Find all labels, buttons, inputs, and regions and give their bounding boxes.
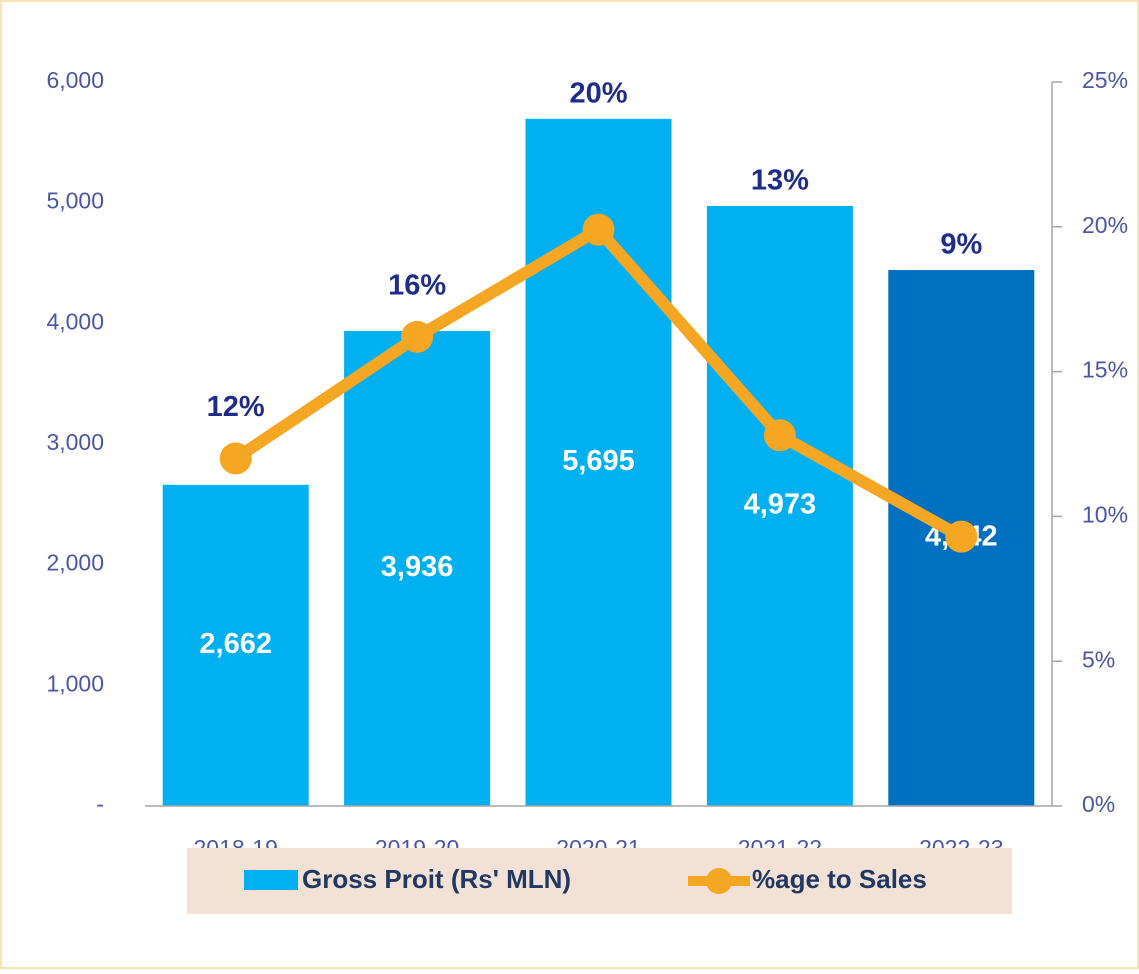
legend-swatch [244, 870, 298, 890]
y-tick-label: 4,000 [46, 308, 104, 334]
y-tick-label: 2,000 [46, 550, 104, 576]
line-marker [219, 442, 252, 475]
y2-tick-label: 25% [1082, 67, 1128, 93]
line-marker [582, 213, 615, 246]
bar [344, 331, 491, 806]
y-tick-label: 6,000 [46, 67, 104, 93]
legend-box [187, 848, 1012, 914]
y2-tick-label: 5% [1082, 646, 1115, 672]
line-marker [945, 520, 978, 553]
y-tick-label: 5,000 [46, 188, 104, 214]
bar-value-label: 5,695 [562, 445, 635, 477]
bar-value-label: 3,936 [381, 551, 454, 583]
y2-tick-label: 0% [1082, 791, 1115, 817]
y2-tick-label: 20% [1082, 212, 1128, 238]
legend-marker [706, 868, 732, 894]
y-tick-label: 3,000 [46, 429, 104, 455]
line-value-label: 20% [569, 77, 627, 109]
line-value-label: 12% [207, 391, 265, 423]
line-value-label: 9% [940, 229, 982, 261]
legend-label: Gross Proit (Rs' MLN) [302, 864, 571, 894]
line-marker [763, 419, 796, 452]
y2-tick-label: 15% [1082, 357, 1128, 383]
y2-tick-label: 10% [1082, 501, 1128, 527]
line-marker [401, 320, 434, 353]
bar-value-label: 4,973 [744, 489, 817, 521]
line-value-label: 16% [388, 270, 446, 302]
line-value-label: 13% [751, 165, 809, 197]
bar [162, 484, 309, 806]
bar-value-label: 2,662 [199, 628, 272, 660]
legend-label: %age to Sales [752, 864, 927, 894]
y-tick-label: 1,000 [46, 670, 104, 696]
y-tick-label: - [96, 791, 104, 817]
bar [706, 205, 853, 806]
